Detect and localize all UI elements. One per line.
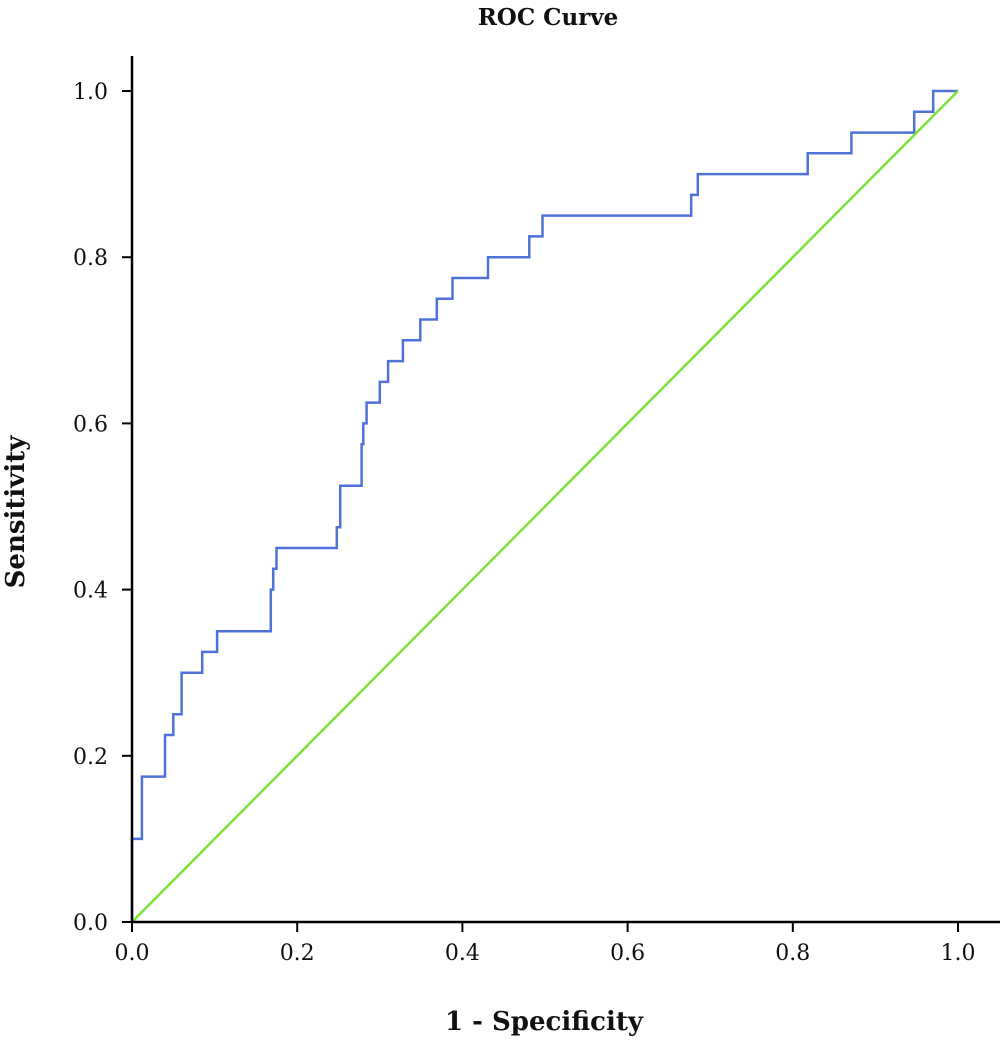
x-tick-label: 0.4 (445, 941, 480, 966)
y-tick-label: 0.0 (73, 911, 108, 936)
x-tick-label: 0.8 (775, 941, 810, 966)
y-tick-label: 0.6 (73, 412, 108, 437)
y-tick-label: 0.8 (73, 246, 108, 271)
series-layer (130, 89, 959, 923)
x-tick-label: 1.0 (941, 941, 976, 966)
y-tick-label: 1.0 (73, 80, 108, 105)
roc-curve-line (130, 89, 958, 922)
x-tick-label: 0.6 (610, 941, 645, 966)
chart-title: ROC Curve (478, 4, 619, 31)
reference-diagonal-line (131, 90, 959, 923)
ticks-layer: 0.0 0.2 0.4 0.6 0.8 1.0 0.0 0.2 0.4 0.6 0.8 1.0 (73, 80, 976, 966)
y-tick-label: 0.4 (73, 579, 108, 604)
x-axis-title: 1 - Specificity (445, 1007, 644, 1037)
y-tick-label: 0.2 (73, 745, 108, 770)
x-tick-label: 0.2 (280, 941, 315, 966)
axes-layer (130, 56, 1000, 924)
x-tick-label: 0.0 (115, 941, 150, 966)
y-axis-title: Sensitivity (1, 435, 31, 589)
